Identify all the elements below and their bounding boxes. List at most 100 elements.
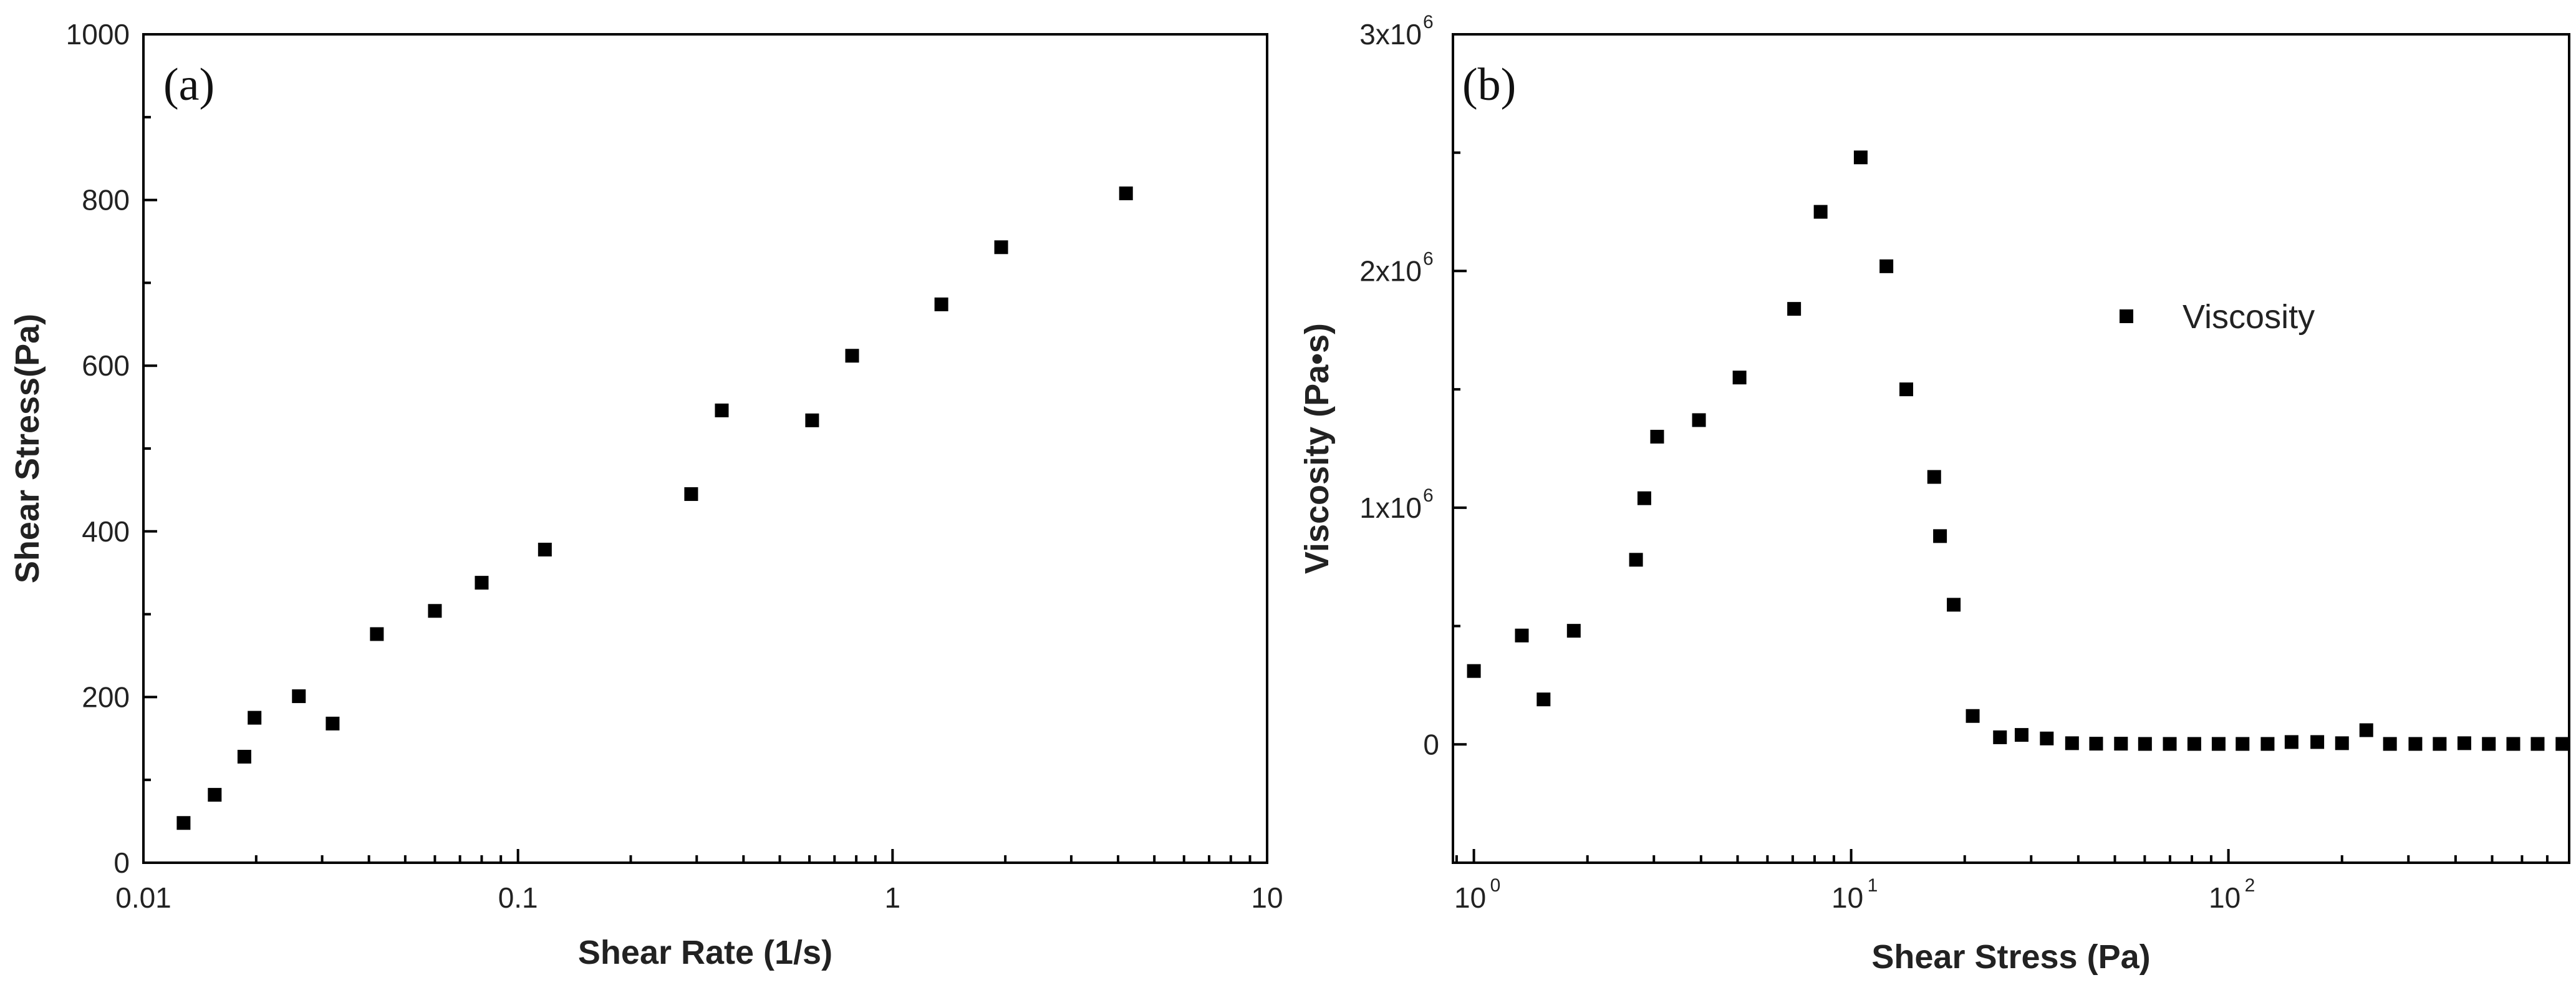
- data-point-b-0-18: [1993, 730, 2007, 744]
- data-point-b-0-21: [2065, 736, 2079, 750]
- y-tick-label-exp-b-1: 6: [1423, 485, 1434, 506]
- plot-frame-b: [1452, 33, 2570, 864]
- data-point-a-0-16: [1119, 186, 1133, 200]
- data-point-b-0-8: [1732, 371, 1747, 385]
- y-tick-label-a-1: 200: [82, 681, 130, 713]
- y-axis-ticks-a: 0 200 400 600 800 1000: [66, 18, 157, 879]
- data-point-b-0-29: [2260, 737, 2275, 751]
- data-point-b-0-4: [1629, 553, 1643, 567]
- y-tick-label-b-2: 2x10: [1359, 255, 1422, 287]
- data-point-b-0-31: [2310, 735, 2325, 749]
- data-point-b-0-11: [1853, 150, 1868, 165]
- x-tick-label-a-1: 0.1: [498, 881, 538, 914]
- data-point-b-0-24: [2138, 737, 2152, 751]
- data-point-b-0-5: [1637, 491, 1651, 505]
- y-tick-label-exp-b-2: 6: [1423, 248, 1434, 269]
- data-point-a-0-7: [428, 604, 442, 618]
- y-tick-label-b-1: 1x10: [1359, 492, 1422, 524]
- data-point-a-0-6: [370, 627, 384, 641]
- data-point-b-0-25: [2163, 737, 2177, 751]
- y-axis-title-a: Shear Stress(Pa): [9, 314, 46, 583]
- data-point-a-0-13: [845, 349, 859, 363]
- y-tick-label-a-3: 600: [82, 349, 130, 382]
- y-tick-label-b-0: 0: [1423, 728, 1439, 760]
- data-point-b-0-34: [2383, 737, 2397, 751]
- data-point-b-0-41: [2555, 737, 2570, 751]
- data-point-b-0-13: [1899, 382, 1914, 397]
- data-point-b-0-28: [2236, 737, 2250, 751]
- data-point-a-0-5: [326, 716, 340, 730]
- data-point-b-0-39: [2506, 737, 2521, 751]
- data-point-a-0-10: [684, 487, 698, 502]
- data-point-b-0-23: [2114, 737, 2128, 751]
- data-point-a-0-0: [176, 816, 191, 830]
- x-tick-label-exp-b-1: 1: [1868, 875, 1878, 896]
- data-point-a-0-8: [475, 576, 489, 590]
- data-point-b-0-36: [2433, 737, 2447, 751]
- y-axis-title-b: Viscosity (Pa•s): [1298, 323, 1336, 574]
- data-point-a-0-15: [994, 240, 1008, 255]
- x-axis-ticks-a: 0.01 0.1 1 10: [115, 849, 1283, 914]
- x-axis-title-a: Shear Rate (1/s): [578, 934, 832, 971]
- data-point-b-0-7: [1692, 413, 1706, 427]
- x-tick-label-a-0: 0.01: [115, 881, 171, 914]
- data-point-b-0-35: [2408, 737, 2423, 751]
- data-point-a-0-9: [538, 543, 552, 557]
- data-point-b-0-26: [2187, 737, 2201, 751]
- panel-label-b: (b): [1462, 59, 1516, 110]
- data-point-b-0-37: [2457, 736, 2471, 750]
- data-point-b-0-14: [1927, 470, 1941, 484]
- data-point-b-0-17: [1966, 709, 1980, 723]
- data-point-b-0-0: [1467, 664, 1481, 678]
- x-tick-label-a-3: 10: [1251, 881, 1283, 914]
- data-point-b-0-27: [2211, 737, 2226, 751]
- data-point-b-0-9: [1787, 302, 1802, 316]
- panel-label-a: (a): [163, 59, 215, 110]
- data-point-b-0-2: [1536, 692, 1551, 707]
- data-point-b-0-32: [2335, 736, 2349, 750]
- data-point-b-0-15: [1933, 529, 1947, 543]
- x-axis-title-b: Shear Stress (Pa): [1871, 938, 2150, 976]
- y-tick-label-a-0: 0: [113, 847, 130, 879]
- x-axis-ticks-b: 10 0 10 1 10 2: [1454, 849, 2570, 914]
- x-tick-label-b-0: 10: [1454, 881, 1486, 914]
- data-point-a-0-1: [208, 788, 222, 802]
- x-tick-label-a-2: 1: [885, 881, 901, 914]
- data-point-b-0-12: [1879, 259, 1894, 273]
- data-point-b-0-38: [2482, 737, 2496, 751]
- data-point-b-0-6: [1650, 430, 1664, 444]
- legend-b: Viscosity: [2120, 298, 2315, 336]
- data-point-b-0-1: [1515, 628, 1529, 643]
- y-tick-label-a-2: 400: [82, 515, 130, 548]
- x-tick-label-exp-b-2: 2: [2245, 875, 2255, 896]
- data-points-a: [176, 186, 1133, 830]
- data-points-b: [1467, 150, 2570, 751]
- chart-panel-a: (a) 0.01 0.1 1 10 0 200 400 600 800 1000 Shear R…: [9, 18, 1283, 971]
- y-tick-label-exp-b-3: 6: [1423, 12, 1434, 32]
- legend-marker-viscosity: [2120, 309, 2133, 323]
- data-point-b-0-16: [1947, 598, 1961, 612]
- data-point-b-0-3: [1566, 624, 1581, 638]
- data-point-b-0-22: [2089, 737, 2103, 751]
- x-tick-label-b-1: 10: [1831, 881, 1863, 914]
- data-point-a-0-14: [934, 297, 948, 311]
- data-point-a-0-3: [248, 711, 262, 725]
- plot-frame-a: [142, 33, 1268, 864]
- data-point-b-0-40: [2530, 737, 2545, 751]
- data-point-a-0-12: [805, 413, 819, 427]
- data-point-b-0-19: [2014, 728, 2028, 742]
- data-point-a-0-4: [292, 689, 306, 704]
- data-point-b-0-20: [2040, 731, 2054, 745]
- x-tick-label-b-2: 10: [2209, 881, 2241, 914]
- x-tick-label-exp-b-0: 0: [1490, 875, 1501, 896]
- data-point-b-0-10: [1813, 205, 1828, 219]
- data-point-a-0-2: [237, 750, 251, 764]
- data-point-b-0-30: [2284, 735, 2299, 749]
- y-tick-label-a-5: 1000: [66, 18, 130, 51]
- data-point-a-0-11: [715, 403, 729, 417]
- data-point-b-0-33: [2359, 723, 2373, 737]
- y-tick-label-a-4: 800: [82, 184, 130, 216]
- legend-label-viscosity: Viscosity: [2183, 298, 2315, 336]
